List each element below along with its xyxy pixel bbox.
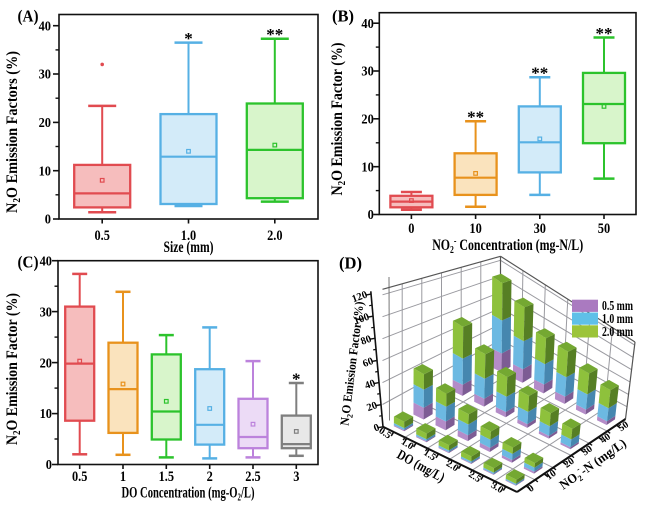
svg-text:**: ** — [531, 64, 548, 83]
svg-text:2.0 mm: 2.0 mm — [602, 324, 634, 339]
svg-text:0: 0 — [46, 458, 52, 473]
svg-text:*: * — [292, 370, 301, 389]
svg-text:0: 0 — [372, 422, 381, 434]
svg-text:20: 20 — [365, 400, 379, 414]
svg-text:120: 120 — [350, 290, 369, 306]
svg-text:N2O Emission Factor (%): N2O Emission Factor (%) — [329, 43, 348, 196]
svg-text:**: ** — [467, 108, 484, 127]
svg-text:(A): (A) — [18, 7, 39, 26]
svg-text:10: 10 — [361, 160, 373, 175]
svg-text:20: 20 — [361, 113, 373, 128]
svg-text:N2O Emission Factor (%): N2O Emission Factor (%) — [4, 293, 23, 445]
svg-text:10: 10 — [39, 164, 51, 179]
svg-text:**: ** — [266, 25, 283, 44]
svg-text:1.5: 1.5 — [159, 469, 174, 485]
svg-text:1.0 mm: 1.0 mm — [602, 311, 634, 326]
svg-text:10: 10 — [469, 221, 481, 237]
svg-text:**: ** — [596, 24, 613, 43]
svg-text:60: 60 — [361, 356, 375, 370]
svg-text:40: 40 — [361, 17, 373, 32]
svg-text:1: 1 — [120, 469, 126, 485]
svg-text:20: 20 — [40, 356, 52, 371]
svg-text:DO Concentration (mg-O2/L): DO Concentration (mg-O2/L) — [122, 485, 255, 504]
svg-text:0: 0 — [526, 483, 536, 495]
svg-text:40: 40 — [40, 254, 52, 269]
svg-text:100: 100 — [352, 312, 371, 328]
svg-text:1.0: 1.0 — [181, 228, 196, 244]
svg-text:0.5: 0.5 — [72, 469, 87, 485]
svg-text:80: 80 — [359, 334, 373, 348]
svg-text:0: 0 — [45, 213, 51, 228]
svg-text:10: 10 — [40, 407, 52, 422]
svg-text:2: 2 — [207, 469, 213, 485]
svg-text:30: 30 — [361, 65, 373, 80]
svg-text:0: 0 — [408, 221, 414, 237]
svg-text:Size (mm): Size (mm) — [164, 239, 214, 256]
svg-text:NO2- Concentration (mg-N/L): NO2- Concentration (mg-N/L) — [432, 236, 583, 256]
svg-text:*: * — [184, 29, 193, 48]
svg-text:(C): (C) — [18, 253, 39, 272]
svg-text:(B): (B) — [332, 7, 354, 26]
svg-text:30: 30 — [39, 68, 51, 83]
svg-text:40: 40 — [39, 19, 51, 34]
svg-text:(D): (D) — [339, 254, 362, 273]
svg-text:20: 20 — [39, 116, 51, 131]
svg-text:50: 50 — [598, 221, 610, 237]
svg-text:2.5: 2.5 — [245, 469, 260, 485]
svg-text:30: 30 — [534, 221, 546, 237]
svg-text:3: 3 — [293, 469, 299, 485]
svg-text:0.5: 0.5 — [95, 228, 110, 244]
svg-text:0.5 mm: 0.5 mm — [602, 298, 634, 313]
svg-text:40: 40 — [363, 378, 377, 392]
svg-text:2.0: 2.0 — [267, 228, 282, 244]
svg-text:30: 30 — [40, 305, 52, 320]
svg-text:0: 0 — [368, 208, 374, 223]
svg-text:N2O Emission Factors (%): N2O Emission Factors (%) — [4, 51, 23, 213]
